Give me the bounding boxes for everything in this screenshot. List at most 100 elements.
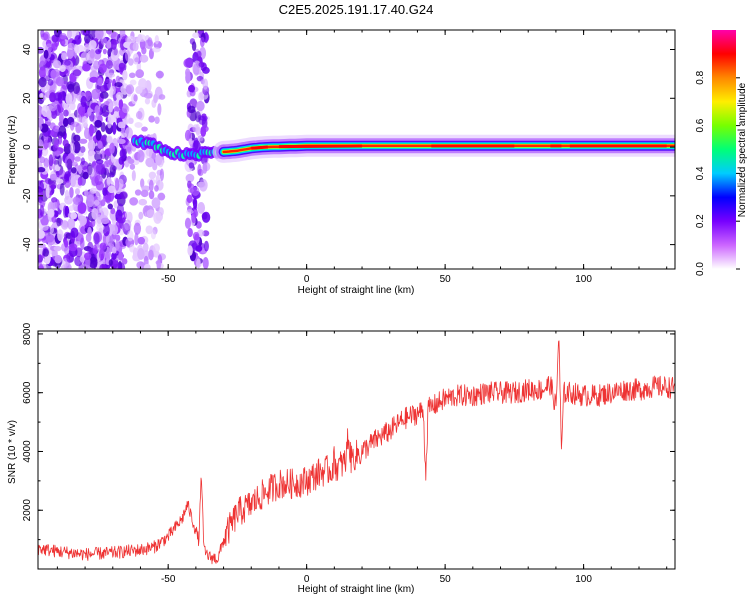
colorbar-scale — [712, 30, 736, 269]
spectrogram-noise — [153, 211, 162, 224]
spectrogram-noise — [96, 223, 105, 232]
snr-x-tick-label: -50 — [161, 574, 176, 585]
spectrogram-noise — [97, 77, 103, 87]
spectrogram-noise — [56, 178, 64, 185]
spectrogram-noise — [142, 242, 149, 253]
spectrogram-noise — [137, 34, 147, 42]
spectrogram-noise — [88, 40, 97, 50]
spectrogram-ridge-peak — [278, 144, 363, 149]
spectrogram-x-tick-label: 50 — [440, 274, 452, 285]
colorbar-tick-label: 0.2 — [695, 214, 706, 228]
spectrogram-noise — [94, 30, 104, 40]
spectrogram-noise — [69, 142, 76, 154]
spectrogram-noise — [100, 207, 109, 218]
spectrogram-noise — [72, 69, 82, 77]
spectrogram-noise — [72, 81, 81, 95]
spectrogram-noise — [118, 251, 124, 261]
spectrogram-noise — [96, 214, 103, 225]
spectrogram-noise — [155, 70, 164, 79]
spectrogram-noise — [98, 63, 107, 74]
spectrogram-noise — [122, 70, 128, 81]
spectrogram-noise — [146, 209, 156, 219]
spectrogram-noise — [49, 225, 55, 234]
spectrogram-noise — [129, 197, 139, 206]
spectrogram-noise — [43, 139, 49, 150]
spectrogram-noise — [137, 244, 143, 252]
spectrogram-noise — [112, 121, 117, 135]
spectrogram-noise — [97, 140, 103, 149]
spectrogram-x-tick-label: -50 — [161, 274, 176, 285]
spectrogram-noise — [99, 91, 109, 99]
spectrogram-noise — [121, 104, 130, 114]
spectrogram-noise — [117, 217, 126, 224]
spectrogram-noise — [81, 115, 88, 127]
spectrogram-noise — [41, 224, 49, 231]
spectrogram-noise — [151, 47, 161, 53]
spectrogram-noise — [126, 146, 132, 152]
spectrogram-noise — [109, 85, 116, 95]
spectrogram-noise — [106, 40, 112, 49]
spectrogram-noise — [115, 75, 121, 83]
spectrogram-noise — [65, 92, 73, 106]
spectrogram-noise — [100, 217, 110, 225]
spectrogram-x-tick-label: 0 — [304, 274, 310, 285]
spectrogram-noise — [124, 219, 132, 231]
spectrogram-noise — [48, 102, 57, 112]
spectrogram-noise — [38, 229, 46, 239]
spectrogram-noise — [45, 43, 53, 53]
spectrogram-noise — [49, 173, 58, 181]
spectrogram-noise — [132, 42, 139, 52]
spectrogram-noise — [87, 150, 97, 163]
spectrogram-noise — [52, 60, 62, 69]
colorbar-label: Normalized spectral amplitude — [737, 82, 748, 217]
spectrogram-noise — [191, 210, 197, 224]
spectrogram-image — [38, 30, 675, 269]
spectrogram-noise — [203, 240, 209, 252]
spectrogram-noise — [196, 100, 205, 112]
spectrogram-noise — [195, 126, 202, 135]
spectrogram-noise — [154, 116, 160, 124]
spectrogram-noise — [138, 211, 144, 220]
spectrogram-noise — [79, 146, 86, 153]
spectrogram-noise — [66, 30, 73, 39]
spectrogram-noise — [38, 66, 47, 79]
spectrogram-noise — [59, 183, 65, 196]
spectrogram-noise — [66, 158, 73, 170]
spectrogram-noise — [100, 37, 108, 46]
spectrogram-noise — [159, 168, 165, 181]
snr-frame — [37, 330, 676, 570]
spectrogram-noise — [110, 224, 119, 236]
spectrogram-noise — [38, 264, 44, 269]
spectrogram-noise — [74, 188, 81, 195]
spectrogram-noise — [200, 125, 209, 133]
spectrogram-noise — [114, 240, 120, 251]
spectrogram-noise — [83, 252, 92, 260]
spectrogram-noise — [68, 174, 78, 185]
spectrogram-noise — [100, 111, 110, 117]
spectrogram-noise — [95, 181, 104, 191]
snr-x-tick-label: 100 — [575, 574, 592, 585]
spectrogram-noise — [94, 105, 100, 115]
spectrogram-noise — [88, 256, 98, 269]
spectrogram-noise — [157, 192, 166, 201]
spectrogram-noise — [139, 261, 145, 269]
spectrogram-noise — [113, 111, 119, 117]
spectrogram-noise — [134, 189, 142, 196]
spectrogram-noise — [60, 219, 69, 230]
spectrogram-noise — [114, 234, 121, 242]
spectrogram-noise — [133, 94, 138, 102]
spectrogram-noise — [117, 138, 126, 144]
spectrogram-noise — [67, 83, 75, 93]
spectrogram-noise — [121, 258, 128, 265]
snr-x-tick-label: 50 — [440, 574, 452, 585]
spectrogram-noise — [108, 259, 113, 266]
spectrogram-noise — [141, 126, 148, 132]
spectrogram-noise — [109, 234, 115, 247]
snr-y-tick-label: 4000 — [22, 440, 33, 463]
spectrogram-noise — [140, 178, 145, 189]
spectrogram-noise — [126, 113, 131, 124]
spectrogram-noise — [133, 222, 142, 235]
colorbar: 0.0 0.2 0.4 0.6 0.8 Normalized spectral ampl… — [695, 30, 748, 276]
spectrogram-noise — [87, 107, 92, 117]
spectrogram-noise — [38, 77, 47, 88]
